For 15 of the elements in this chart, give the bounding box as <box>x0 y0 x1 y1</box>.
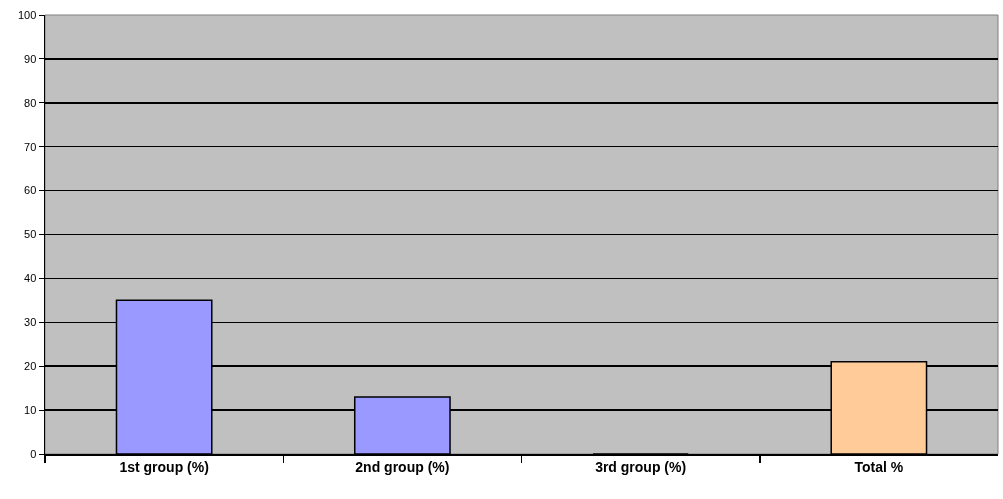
y-tick-label: 0 <box>30 447 37 460</box>
x-tick-label: 3rd group (%) <box>595 459 687 476</box>
y-tick-label: 90 <box>24 52 37 65</box>
y-tick-label: 30 <box>24 316 37 329</box>
y-tick-label: 20 <box>24 360 37 373</box>
y-tick-label: 80 <box>24 96 37 109</box>
y-tick-label: 60 <box>24 184 37 197</box>
x-tick-label: 2nd group (%) <box>355 459 450 476</box>
x-tick-label: 1st group (%) <box>119 459 209 476</box>
x-tick-label: Total % <box>854 459 904 476</box>
y-tick-label: 50 <box>24 228 37 241</box>
y-tick-label: 70 <box>24 140 37 153</box>
y-tick-label: 40 <box>24 272 37 285</box>
y-tick-label: 100 <box>17 8 37 21</box>
y-tick-label: 10 <box>24 403 37 416</box>
